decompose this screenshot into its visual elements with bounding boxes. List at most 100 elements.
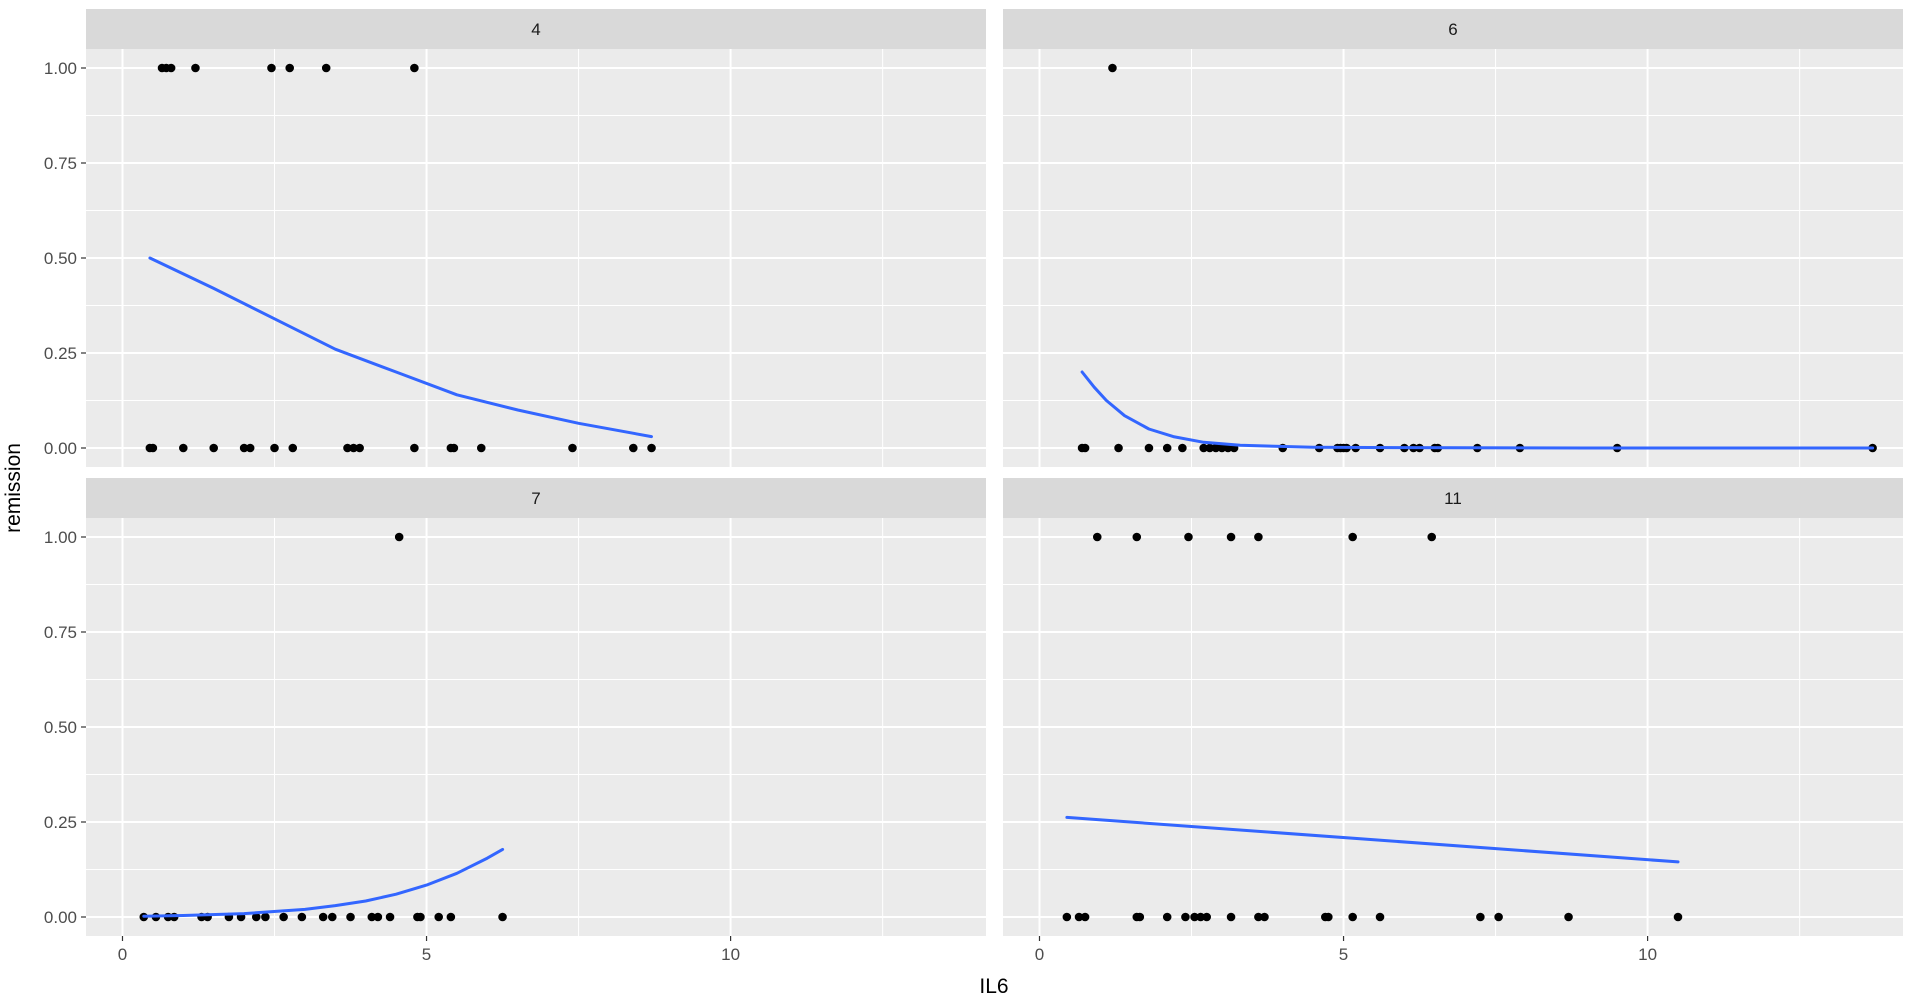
- data-point: [209, 443, 219, 453]
- data-point: [355, 443, 364, 453]
- facet-strip-label: 7: [531, 489, 540, 508]
- x-tick-label: 10: [1638, 945, 1657, 964]
- data-point: [410, 63, 419, 73]
- data-point: [394, 532, 404, 542]
- x-tick-label: 10: [721, 945, 740, 964]
- data-point: [647, 443, 656, 453]
- data-point: [1324, 912, 1333, 922]
- y-tick-label: 0.50: [44, 718, 77, 737]
- data-point: [1564, 912, 1573, 922]
- data-point: [1190, 912, 1199, 922]
- data-point: [1254, 532, 1263, 542]
- x-tick-label: 5: [1339, 945, 1348, 964]
- data-point: [1135, 912, 1145, 922]
- y-tick-label: 0.25: [44, 813, 77, 832]
- data-point: [297, 912, 307, 922]
- facet-strip-label: 6: [1448, 20, 1457, 39]
- data-point: [1260, 912, 1269, 922]
- data-point: [1226, 532, 1236, 542]
- data-point: [343, 443, 352, 453]
- data-point: [279, 912, 288, 922]
- data-point: [476, 443, 486, 453]
- data-point: [191, 63, 200, 73]
- facet-panel-6: 6: [1003, 9, 1903, 467]
- data-point: [1211, 443, 1221, 453]
- facet-panel-11: 11 0 5 10: [1003, 478, 1903, 964]
- y-tick-label: 0.25: [44, 344, 77, 363]
- facet-strip: [86, 478, 986, 518]
- data-point: [446, 912, 456, 922]
- data-point: [267, 63, 276, 73]
- data-point: [416, 912, 425, 922]
- data-point: [321, 63, 331, 73]
- data-point: [1074, 912, 1084, 922]
- data-point: [251, 912, 261, 922]
- fit-line: [1080, 370, 1875, 450]
- data-point: [1202, 912, 1212, 922]
- data-point: [285, 63, 295, 73]
- facet-strip: [1003, 478, 1903, 518]
- data-point: [349, 443, 358, 453]
- data-point: [1348, 532, 1357, 542]
- y-tick-label: 0.00: [44, 908, 77, 927]
- facet-strip: [86, 9, 986, 49]
- data-point: [1132, 532, 1142, 542]
- data-point: [449, 443, 459, 453]
- fit-line: [142, 847, 505, 918]
- data-point: [367, 912, 377, 922]
- data-point: [1205, 443, 1215, 453]
- data-point: [1178, 443, 1187, 453]
- x-tick-label: 5: [422, 945, 431, 964]
- data-point: [1199, 443, 1208, 453]
- data-point: [498, 912, 507, 922]
- y-tick-label: 1.00: [44, 528, 77, 547]
- data-point: [1114, 443, 1123, 453]
- data-point: [318, 912, 328, 922]
- data-point: [1217, 443, 1227, 453]
- data-point: [166, 63, 176, 73]
- data-point: [1427, 532, 1437, 542]
- data-point: [1673, 912, 1683, 922]
- data-point: [1254, 912, 1263, 922]
- data-point: [1226, 912, 1236, 922]
- facet-panel-4: 4 0.00 0.25 0.50 0.75 1.00: [44, 9, 986, 467]
- facet-strip: [1003, 9, 1903, 49]
- x-tick-label: 0: [1035, 945, 1044, 964]
- data-point: [1181, 912, 1190, 922]
- fit-line: [1065, 815, 1680, 864]
- data-point: [346, 912, 355, 922]
- data-point: [1080, 443, 1090, 453]
- y-tick-label: 0.75: [44, 623, 77, 642]
- y-axis-title: remission: [2, 443, 25, 533]
- data-point: [270, 443, 279, 453]
- data-point: [1062, 912, 1072, 922]
- data-point: [245, 443, 255, 453]
- data-point: [1092, 532, 1102, 542]
- data-point: [410, 443, 419, 453]
- data-point: [1375, 912, 1385, 922]
- data-point: [434, 912, 444, 922]
- facet-panel-7: 7 0.00 0.25 0.50 0.75 1.00 0 5 10: [44, 478, 986, 964]
- data-point: [373, 912, 383, 922]
- data-point: [1162, 912, 1172, 922]
- data-point: [1144, 443, 1154, 453]
- data-point: [1184, 532, 1193, 542]
- x-tick-label: 0: [118, 945, 127, 964]
- data-point: [148, 443, 158, 453]
- fit-line: [148, 256, 653, 439]
- data-point: [1108, 63, 1117, 73]
- data-point: [1494, 912, 1503, 922]
- y-tick-label: 0.75: [44, 154, 77, 173]
- data-point: [327, 912, 337, 922]
- data-point: [568, 443, 577, 453]
- data-point: [1162, 443, 1172, 453]
- y-tick-label: 0.50: [44, 249, 77, 268]
- data-point: [1476, 912, 1485, 922]
- data-point: [288, 443, 298, 453]
- data-point: [1080, 912, 1090, 922]
- facet-strip-label: 11: [1444, 489, 1462, 508]
- data-point: [178, 443, 188, 453]
- data-point: [385, 912, 395, 922]
